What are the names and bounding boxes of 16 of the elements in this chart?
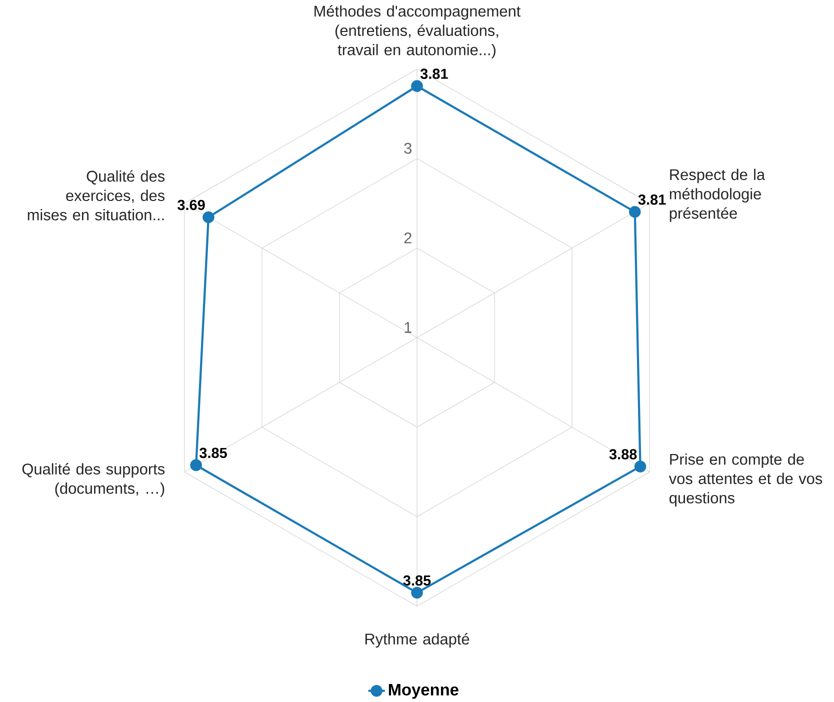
- data-label: 3.85: [199, 448, 227, 458]
- spoke-label: Méthodes d'accompagnement (entretiens, évaluations, travail en autonomie...): [314, 5, 521, 59]
- spoke-label: Prise en compte de vos attentes et de vos questions: [668, 454, 822, 507]
- y-tick-label: 2: [404, 232, 412, 244]
- data-label: 3.81: [638, 194, 666, 205]
- y-tick-label: 1: [404, 322, 412, 334]
- spoke-label: Rythme adapté: [365, 633, 470, 648]
- spoke-label: Qualité des exercices, des mises en situation...: [28, 170, 165, 221]
- data-label: 3.85: [403, 576, 431, 586]
- legend-label: Moyenne: [388, 684, 458, 699]
- spoke-label: Qualité des supports (documents, …): [22, 463, 165, 498]
- y-tick-label: 3: [404, 143, 412, 154]
- data-label: 3.81: [420, 68, 448, 80]
- spoke-label: Respect de la méthodologie présentée: [670, 169, 766, 222]
- data-label: 3.69: [178, 200, 205, 210]
- data-label: 3.88: [609, 449, 637, 460]
